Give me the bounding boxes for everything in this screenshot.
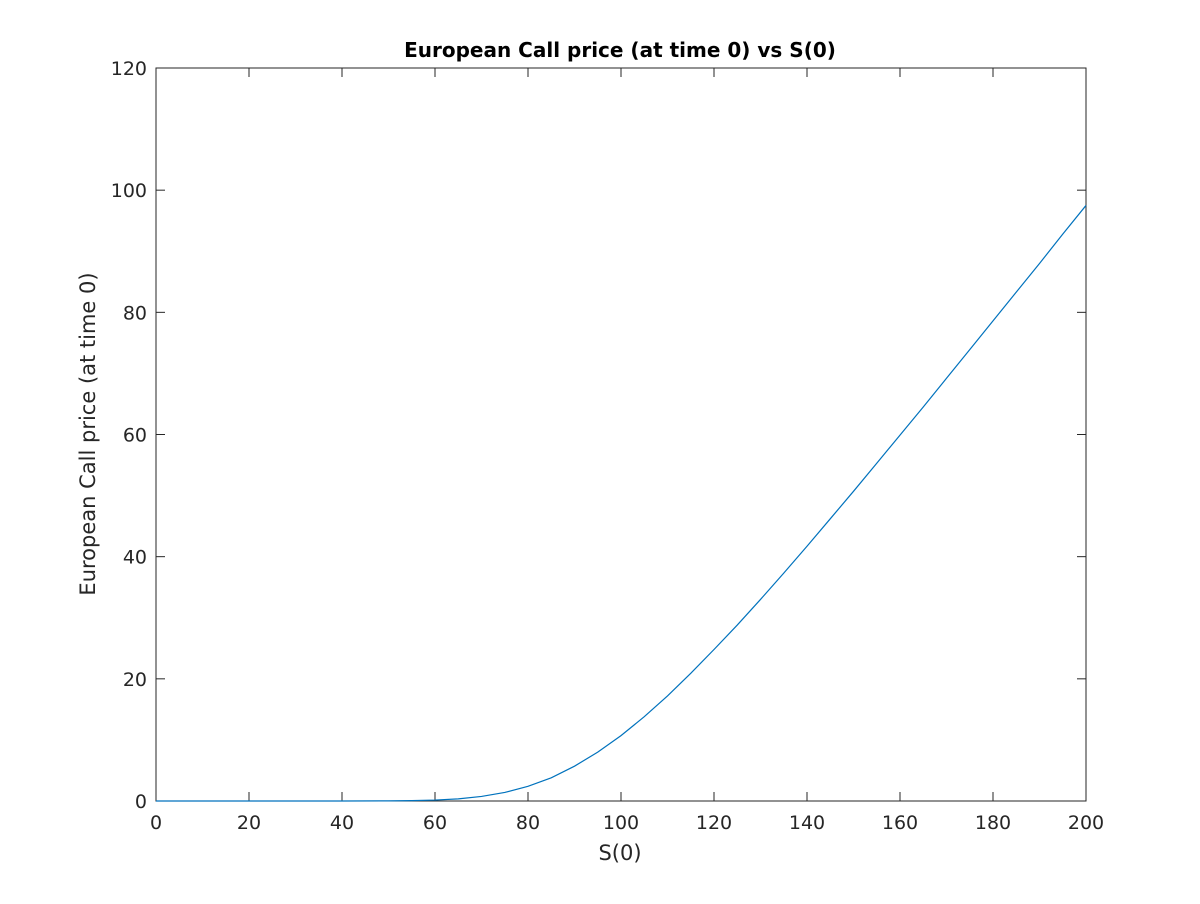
x-tick-label: 120 bbox=[696, 812, 732, 834]
x-tick-labels: 0 20 40 60 80 100 120 140 160 180 200 bbox=[150, 812, 1104, 834]
x-tick-label: 0 bbox=[150, 812, 162, 834]
tick-marks bbox=[155, 67, 1087, 802]
x-tick-label: 60 bbox=[423, 812, 447, 834]
y-tick-labels: 0 20 40 60 80 100 120 bbox=[111, 58, 147, 813]
x-tick-label: 80 bbox=[516, 812, 540, 834]
x-tick-label: 160 bbox=[882, 812, 918, 834]
y-tick-label: 0 bbox=[135, 791, 147, 813]
y-tick-label: 40 bbox=[123, 547, 147, 569]
chart-title: European Call price (at time 0) vs S(0) bbox=[404, 38, 836, 62]
plot-area: 0 20 40 60 80 100 120 140 160 180 200 0 20 40 60 80 100… bbox=[111, 58, 1104, 834]
axes-box bbox=[155, 67, 1087, 802]
y-tick-label: 100 bbox=[111, 180, 147, 202]
y-tick-label: 20 bbox=[123, 669, 147, 691]
y-axis-label: European Call price (at time 0) bbox=[76, 272, 100, 595]
y-tick-label: 60 bbox=[123, 425, 147, 447]
x-axis-label: S(0) bbox=[598, 841, 641, 865]
x-tick-label: 180 bbox=[975, 812, 1011, 834]
y-tick-label: 80 bbox=[123, 302, 147, 324]
x-tick-label: 200 bbox=[1068, 812, 1104, 834]
x-tick-label: 140 bbox=[789, 812, 825, 834]
x-tick-label: 20 bbox=[237, 812, 261, 834]
series-line bbox=[156, 205, 1087, 802]
y-tick-label: 120 bbox=[111, 58, 147, 80]
x-tick-label: 40 bbox=[330, 812, 354, 834]
x-tick-label: 100 bbox=[603, 812, 639, 834]
